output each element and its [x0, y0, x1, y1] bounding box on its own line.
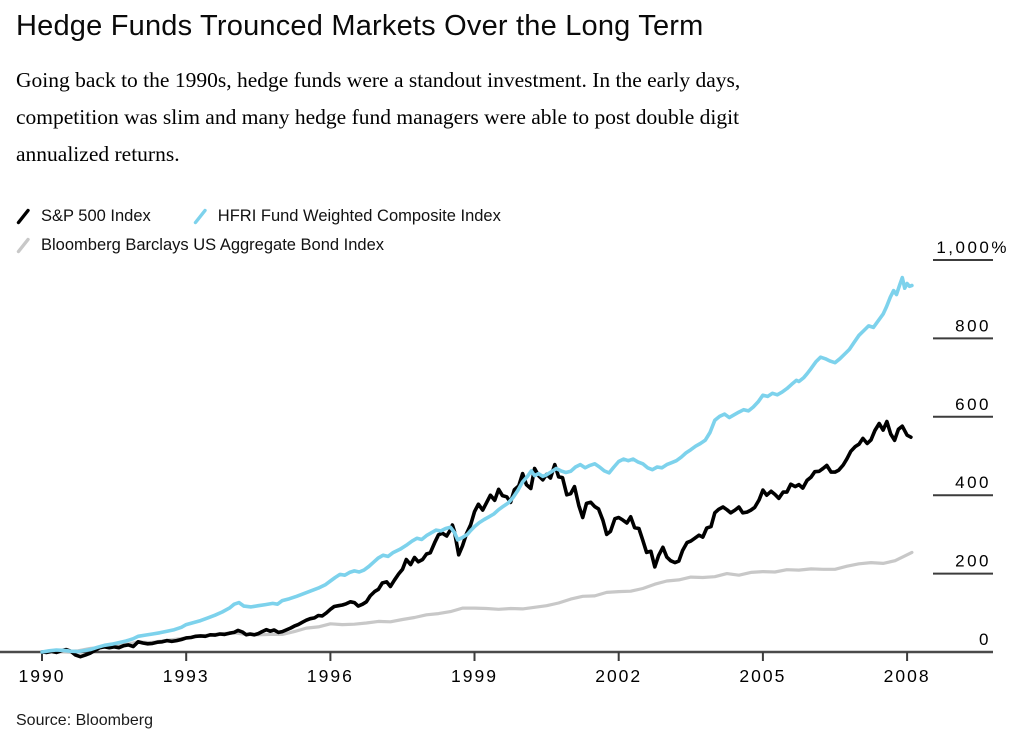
y-axis-label: 600	[955, 395, 991, 414]
x-axis-label: 1996	[307, 666, 354, 686]
x-axis-label: 2005	[739, 666, 786, 686]
subtitle-line-1: Going back to the 1990s, hedge funds wer…	[16, 68, 741, 92]
legend-item-sp500: S&P 500 Index	[16, 207, 151, 226]
page-title: Hedge Funds Trounced Markets Over the Lo…	[16, 10, 704, 42]
subtitle-line-2: competition was slim and many hedge fund…	[16, 105, 740, 129]
y-axis-label: 200	[955, 552, 991, 571]
y-axis-label: 800	[955, 316, 991, 335]
legend-label: HFRI Fund Weighted Composite Index	[217, 207, 501, 225]
legend-row-1: S&P 500 Index HFRI Fund Weighted Composi…	[16, 207, 501, 226]
chart-legend: S&P 500 Index HFRI Fund Weighted Composi…	[16, 207, 501, 265]
legend-item-agg-bond: Bloomberg Barclays US Aggregate Bond Ind…	[16, 236, 384, 255]
slash-icon	[16, 208, 30, 225]
subtitle-line-3: annualized returns.	[16, 142, 180, 166]
legend-label: S&P 500 Index	[41, 207, 151, 225]
series-line-2	[40, 550, 914, 655]
legend-row-2: Bloomberg Barclays US Aggregate Bond Ind…	[16, 236, 501, 255]
slash-icon	[193, 208, 207, 225]
x-axis-label: 2008	[884, 666, 931, 686]
x-axis-label: 2002	[595, 666, 642, 686]
y-axis-label: 0	[979, 630, 991, 649]
source-note: Source: Bloomberg	[16, 712, 153, 729]
x-axis-label: 1993	[163, 666, 210, 686]
legend-label: Bloomberg Barclays US Aggregate Bond Ind…	[41, 236, 385, 254]
legend-item-hfri: HFRI Fund Weighted Composite Index	[193, 207, 501, 226]
slash-icon	[16, 237, 30, 254]
x-axis-label: 1999	[451, 666, 498, 686]
x-axis-label: 1990	[19, 666, 66, 686]
y-axis-label: 1,000%	[936, 238, 1009, 257]
series-line-0	[40, 419, 913, 659]
series-line-1	[40, 275, 914, 654]
y-axis-label: 400	[955, 473, 991, 492]
chart-subtitle: Going back to the 1990s, hedge funds wer…	[16, 62, 976, 173]
